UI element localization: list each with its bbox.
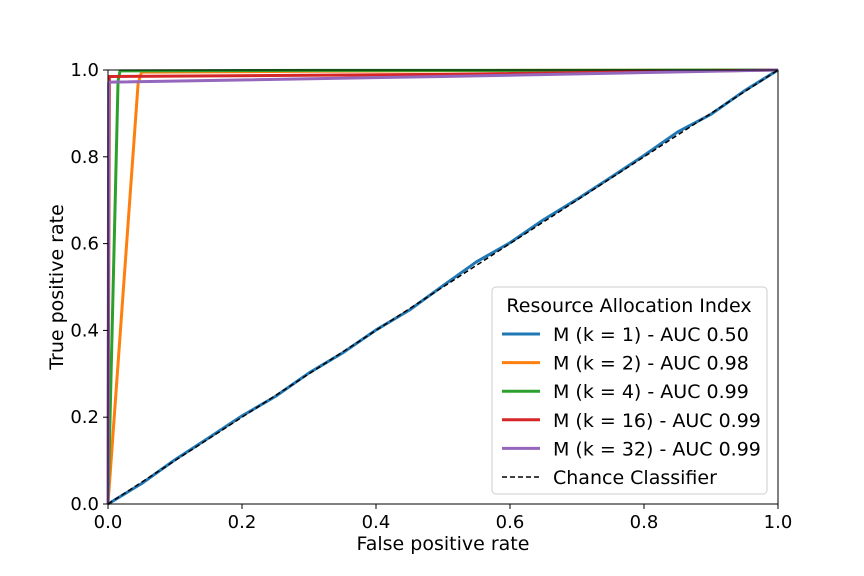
y-tick-label-5: 0.8 [70,147,99,168]
y-axis-label: True positive rate [46,204,68,371]
legend-label-1: M (k = 1) - AUC 0.50 [553,324,749,346]
x-tick-label-5: 0.8 [630,512,659,533]
y-tick-label-1: 0.0 [70,494,99,515]
legend-label-6: Chance Classifier [553,467,717,489]
legend-label-3: M (k = 4) - AUC 0.99 [553,381,749,403]
y-tick-label-3: 0.4 [70,320,99,341]
legend-label-2: M (k = 2) - AUC 0.98 [553,353,749,375]
y-tick-label-2: 0.2 [70,407,99,428]
x-tick-label-2: 0.2 [228,512,257,533]
x-tick-label-6: 1.0 [764,512,793,533]
plot-frame [107,69,779,505]
series-line-6 [107,69,779,505]
legend-entries: M (k = 1) - AUC 0.50 M (k = 2) - AUC 0.98… [502,324,761,489]
legend: Resource Allocation Index M (k = 1) - AU… [491,286,768,495]
x-tick-label-3: 0.4 [362,512,391,533]
legend-box [491,286,768,495]
ticks-layer: 0.0 0.2 0.4 0.6 0.8 1.0 0.0 0.2 0.4 0.6 0.8 1.0 [70,60,792,533]
legend-label-4: M (k = 16) - AUC 0.99 [553,410,761,432]
x-tick-label-4: 0.6 [496,512,525,533]
x-tick-label-1: 0.0 [94,512,123,533]
legend-label-5: M (k = 32) - AUC 0.99 [553,438,761,460]
y-tick-label-6: 1.0 [70,60,99,81]
x-axis-label: False positive rate [357,533,530,555]
y-tick-label-4: 0.6 [70,234,99,255]
series-line-1 [107,68,779,506]
legend-title: Resource Allocation Index [506,295,751,317]
